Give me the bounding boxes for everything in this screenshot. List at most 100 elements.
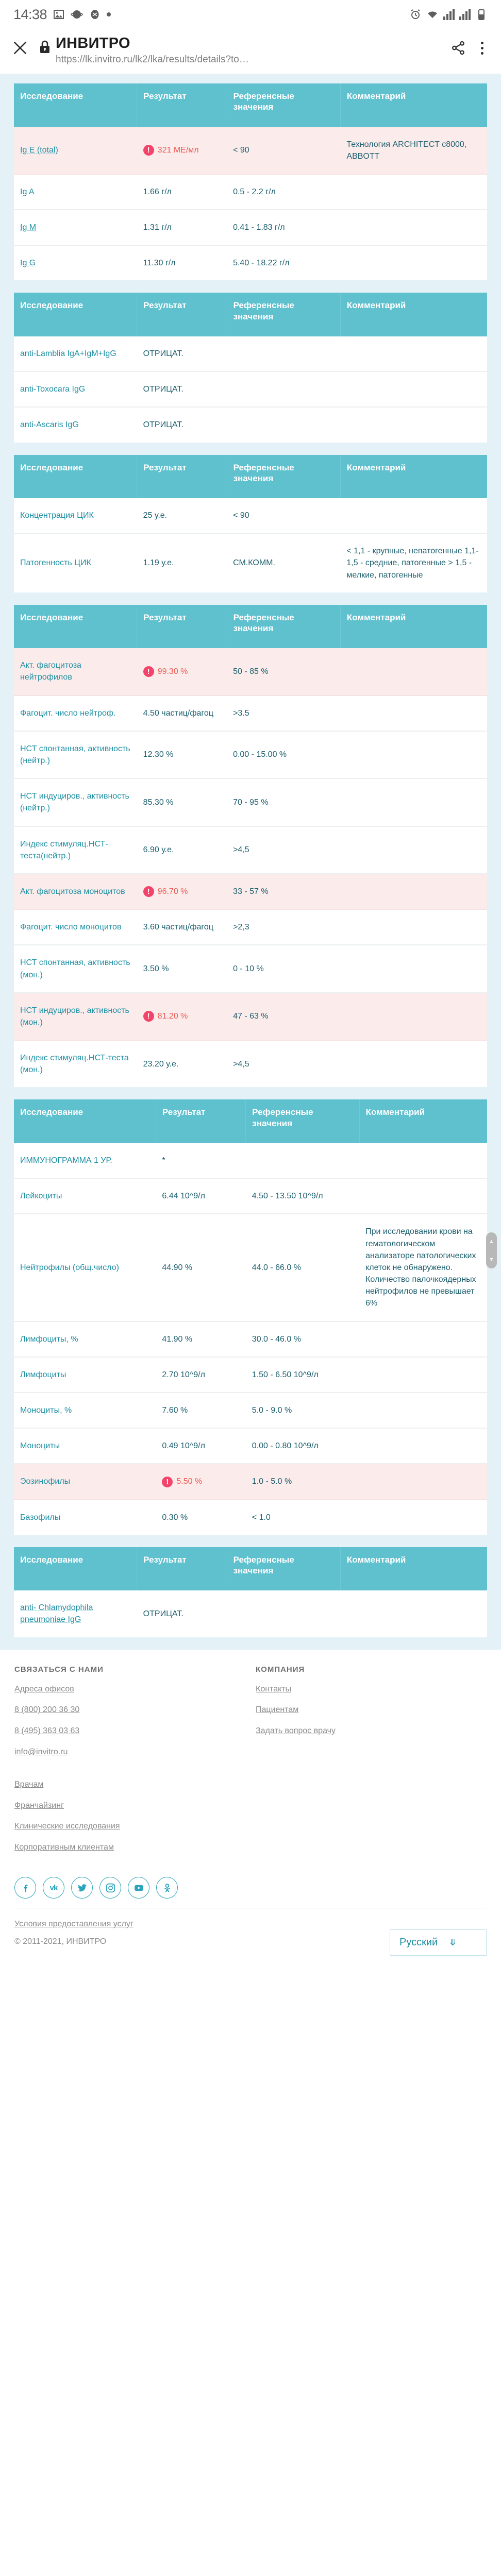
footer-secondary-link-3[interactable]: Корпоративным клиентам [14,1843,114,1852]
study-label: Индекс стимуляц.НСТ-теста (мон.) [20,1054,129,1075]
cell-result: ! 96.70 % [137,873,227,910]
language-selector[interactable]: Русский ⤋ [390,1929,487,1956]
study-label: ИММУНОГРАММА 1 УР. [20,1156,112,1165]
study-link[interactable]: anti- Chlamydophila pneumoniae IgG [20,1603,93,1624]
table-row: НСТ индуциров., активность (мон.)! 81.20 … [14,992,487,1041]
footer-contact-link-1[interactable]: 8 (800) 200 36 30 [14,1705,80,1715]
table-row: Лимфоциты 2.70 10^9/л 1.50 - 6.50 10^9/л [14,1357,487,1394]
study-link[interactable]: Ig M [20,223,37,232]
footer-company-link-0[interactable]: Контакты [256,1684,292,1693]
cell-study-name: anti-Toxocara IgG [14,371,137,408]
wifi-icon [426,8,439,21]
scroll-up-arrow[interactable]: ▲ [489,1238,494,1245]
table-row: НСТ спонтанная, активность (нейтр.) 12.30… [14,731,487,779]
table-row: ИММУНОГРАММА 1 УР. * [14,1143,487,1179]
study-label: Лимфоциты [20,1370,66,1379]
result-value: 4.50 частиц/фагоц [143,708,213,718]
study-label: Концентрация ЦИК [20,511,94,520]
site-url[interactable]: https://lk.invitro.ru/lk2/lka/results/de… [56,54,249,65]
signal-icon [443,9,455,20]
study-label: НСТ индуциров., активность (мон.) [20,1006,129,1027]
odnoklassniki-icon[interactable] [156,1877,178,1899]
footer-secondary-link-2[interactable]: Клинические исследования [14,1822,120,1831]
table-header-row: Исследование Результат Референсные значени… [14,293,487,336]
cell-reference-range: 1.50 - 6.50 10^9/л [245,1357,360,1394]
table-row: НСТ индуциров., активность (нейтр.) 85.30… [14,778,487,827]
cell-study-name: Лимфоциты, % [14,1321,156,1358]
table-row: Моноциты 0.49 10^9/л 0.00 - 0.80 10^9/л [14,1428,487,1465]
close-icon[interactable] [11,39,29,57]
study-label: Фагоцит. число нейтроф. [20,708,116,718]
study-link[interactable]: Ig G [20,259,36,268]
column-header-reference: Референсные значения [245,1099,360,1143]
table-row: Ig G 11.30 г/л 5.40 - 18.22 г/л [14,245,487,280]
footer-spacer [14,1768,245,1780]
share-icon[interactable] [450,40,466,56]
footer-contact-link-2[interactable]: 8 (495) 363 03 63 [14,1726,80,1736]
facebook-icon[interactable] [14,1877,36,1899]
cell-result: 2.70 10^9/л [156,1357,246,1394]
result-value: 81.20 % [157,1012,188,1021]
cell-reference-range: 0.41 - 1.83 г/л [227,210,341,246]
footer-secondary-link-1[interactable]: Франчайзинг [14,1801,64,1810]
cell-comment [340,174,487,211]
scrollbar-thumb-top[interactable]: ▲ ▼ [486,1232,497,1268]
footer-contact-link-3[interactable]: info@invitro.ru [14,1748,68,1757]
study-link[interactable]: Ig A [20,187,35,196]
cell-reference-range: 47 - 63 % [227,992,341,1041]
signal-icon-2 [459,9,471,20]
table-row: Ig A 1.66 г/л 0.5 - 2.2 г/л [14,174,487,211]
twitter-icon[interactable] [71,1877,93,1899]
vk-icon[interactable]: vk [43,1877,64,1899]
cell-study-name[interactable]: Ig A [14,174,137,211]
result-value: 3.50 % [143,964,169,973]
cell-study-name[interactable]: Ig E (total) [14,127,137,175]
cell-comment [340,648,487,696]
cell-reference-range: 4.50 - 13.50 10^9/л [245,1178,360,1215]
footer-secondary-link-0[interactable]: Врачам [14,1780,44,1789]
terms-link[interactable]: Условия предоставления услуг [14,1920,133,1929]
study-label: Моноциты [20,1442,60,1451]
cell-reference-range: СМ.КОММ. [233,558,275,568]
result-out-of-range: ! 99.30 % [143,666,221,677]
footer-column-contacts: СВЯЗАТЬСЯ С НАМИ Адреса офисов 8 (800) 20… [14,1665,245,1863]
cell-comment: < 1,1 - крупные, непатогенные 1,1-1,5 - … [346,547,479,580]
browser-address-block[interactable]: ИНВИТРО https://lk.invitro.ru/lk2/lka/re… [56,34,445,66]
cell-study-name: Базофилы [14,1500,156,1535]
overflow-menu-icon[interactable] [475,39,489,57]
scroll-down-arrow[interactable]: ▼ [489,1256,494,1263]
column-header-reference: Референсные значения [227,604,341,649]
cell-result: 44.90 % [156,1214,246,1322]
footer-company-links: Контакты Пациентам Задать вопрос врачу [256,1684,487,1737]
site-footer: СВЯЗАТЬСЯ С НАМИ Адреса офисов 8 (800) 20… [0,1649,501,1965]
cell-reference-range: 0.00 - 15.00 % [227,731,341,779]
column-header-study: Исследование [14,83,138,127]
cell-reference-range: 0 - 10 % [227,945,341,993]
footer-company-link-1[interactable]: Пациентам [256,1705,299,1715]
cell-reference-range [227,336,341,372]
cell-comment [359,1178,487,1215]
column-header-reference: Референсные значения [227,293,341,336]
table-header-row: Исследование Результат Референсные значени… [14,454,487,499]
instagram-icon[interactable] [99,1877,121,1899]
result-value: ОТРИЦАТ. [143,385,183,394]
column-header-study: Исследование [14,1547,138,1591]
cell-study-name[interactable]: Ig M [14,210,137,246]
footer-company-link-2[interactable]: Задать вопрос врачу [256,1726,336,1736]
table: Исследование Результат Референсные значени… [14,293,487,442]
status-bar-right [409,8,488,21]
cell-comment [340,336,487,372]
table-row: Ig E (total)! 321 МЕ/мл < 90 Технология ARC… [14,127,487,175]
table-row: Акт. фагоцитоза моноцитов! 96.70 % 33 - 57… [14,873,487,910]
table-header-row: Исследование Результат Референсные значени… [14,1547,487,1591]
cell-study-name: НСТ индуциров., активность (нейтр.) [14,778,137,827]
cell-reference-range [245,1143,360,1179]
cell-study-name[interactable]: Ig G [14,245,137,280]
study-link[interactable]: Ig E (total) [20,146,58,155]
cell-study-name: НСТ индуциров., активность (мон.) [14,992,137,1041]
result-value: 1.66 г/л [143,187,172,196]
youtube-icon[interactable] [128,1877,149,1899]
table-row: Базофилы 0.30 % < 1.0 [14,1500,487,1535]
footer-contact-link-0[interactable]: Адреса офисов [14,1684,74,1693]
cell-study-name[interactable]: anti- Chlamydophila pneumoniae IgG [14,1590,137,1637]
